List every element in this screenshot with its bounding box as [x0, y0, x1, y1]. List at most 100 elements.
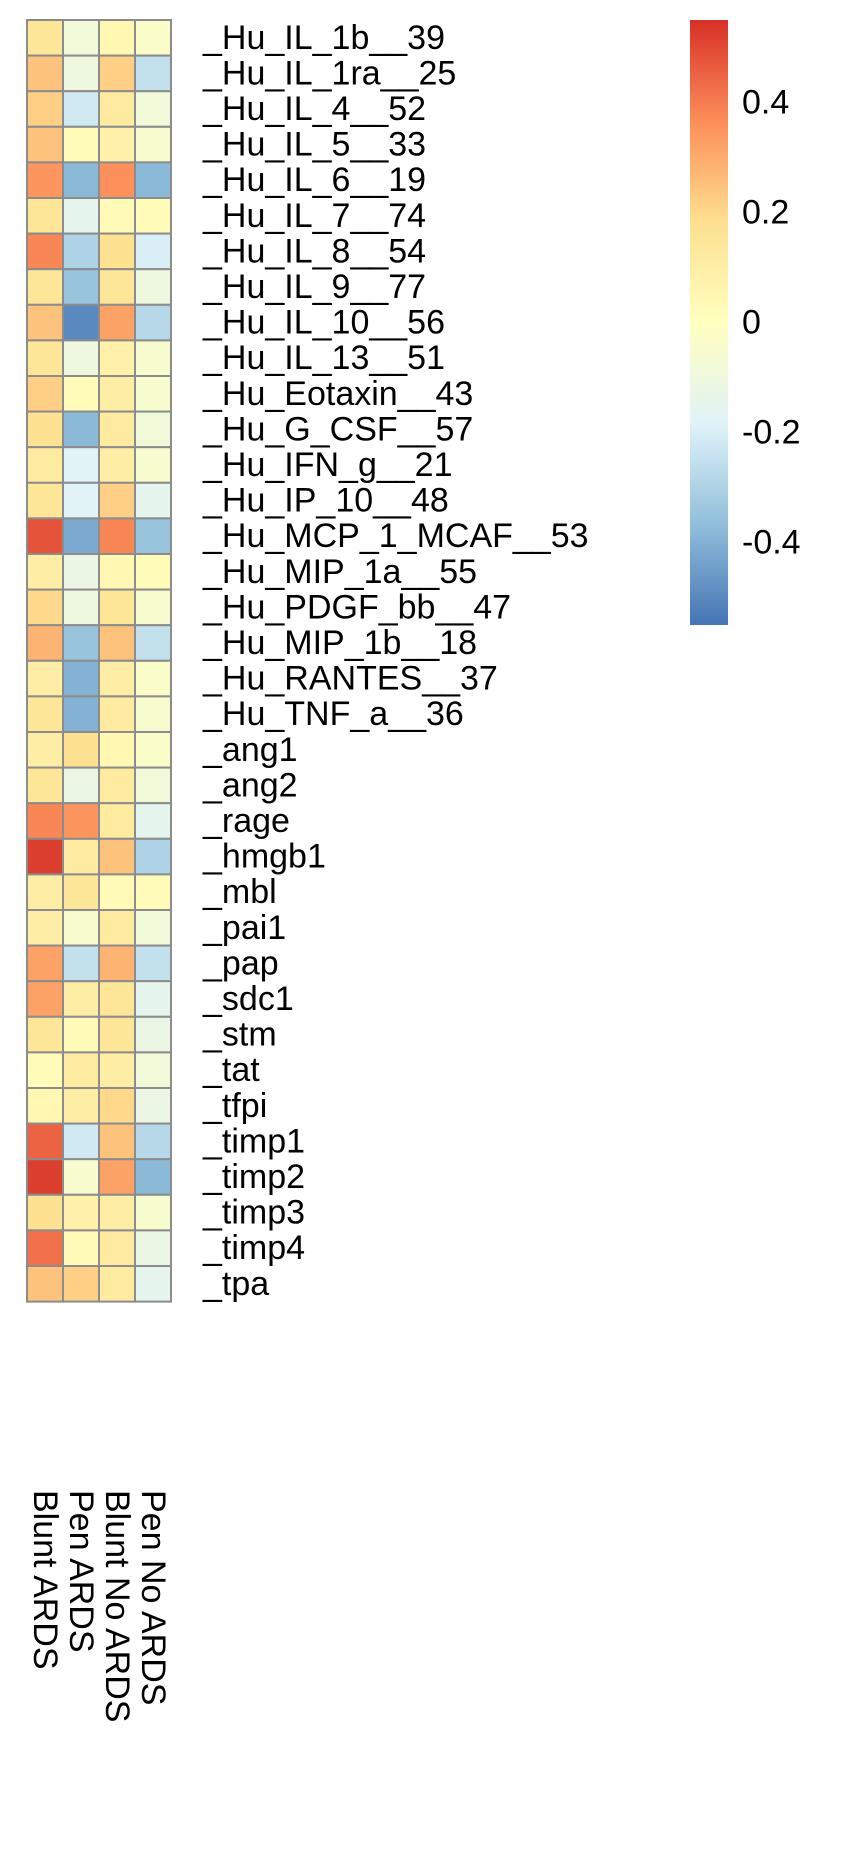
heatmap-cell	[62, 1122, 100, 1161]
row-label: _mbl	[202, 873, 277, 911]
heatmap-cell	[26, 802, 64, 840]
heatmap-cell	[26, 588, 64, 627]
heatmap-cell	[134, 659, 172, 698]
heatmap-cell	[134, 802, 172, 840]
heatmap-cell	[62, 1265, 100, 1303]
heatmap-cell	[26, 197, 64, 235]
heatmap-cell	[134, 125, 172, 164]
row-label: _tpa	[202, 1265, 269, 1303]
heatmap-cell	[98, 837, 136, 876]
heatmap-cell	[98, 19, 136, 57]
heatmap-cell	[26, 1265, 64, 1303]
heatmap-cell	[98, 1158, 136, 1196]
legend-tick-label: -0.2	[742, 414, 801, 452]
heatmap-cell	[26, 837, 64, 876]
heatmap-cell	[98, 232, 136, 271]
heatmap-cell	[62, 837, 100, 876]
row-label: _ang1	[202, 731, 298, 769]
heatmap-cell	[26, 766, 64, 805]
heatmap-cell	[98, 375, 136, 413]
heatmap-cell	[26, 375, 64, 413]
heatmap-cell	[134, 54, 172, 93]
heatmap-cell	[62, 125, 100, 164]
heatmap-cell	[62, 1193, 100, 1232]
heatmap-cell	[134, 410, 172, 449]
row-label: _Hu_IFN_g__21	[202, 446, 453, 484]
legend-tick-label: -0.4	[742, 524, 801, 562]
heatmap-cell	[134, 944, 172, 983]
heatmap-cells	[26, 19, 172, 1303]
heatmap-cell	[134, 19, 172, 57]
row-labels: _Hu_IL_1b__39_Hu_IL_1ra__25_Hu_IL_4__52_…	[202, 19, 589, 1303]
heatmap-cell	[98, 90, 136, 128]
row-label: _pap	[202, 944, 279, 982]
heatmap-cell	[98, 446, 136, 484]
heatmap-cell	[98, 161, 136, 199]
heatmap-cell	[26, 944, 64, 983]
heatmap-cell	[134, 161, 172, 199]
heatmap-cell	[26, 339, 64, 377]
heatmap-cell	[98, 695, 136, 734]
heatmap-cell	[62, 731, 100, 769]
heatmap-cell	[98, 1015, 136, 1054]
heatmap-cell	[134, 695, 172, 734]
heatmap-cell	[62, 1051, 100, 1090]
legend-tick-label: 0.2	[742, 194, 789, 232]
row-label: _Hu_MIP_1a__55	[202, 553, 477, 591]
heatmap-cell	[98, 303, 136, 342]
heatmap-cell	[98, 624, 136, 662]
heatmap-cell	[134, 446, 172, 484]
heatmap-cell	[134, 1087, 172, 1125]
heatmap-cell	[98, 588, 136, 627]
heatmap-cell	[62, 446, 100, 484]
heatmap-cell	[26, 125, 64, 164]
heatmap-cell	[134, 588, 172, 627]
row-label: _stm	[202, 1016, 277, 1054]
row-label: _Hu_Eotaxin__43	[202, 375, 473, 413]
row-label: _Hu_RANTES__37	[202, 660, 498, 698]
heatmap-cell	[62, 268, 100, 306]
heatmap-cell	[98, 659, 136, 698]
heatmap-cell	[62, 766, 100, 805]
row-label: _timp4	[202, 1229, 305, 1267]
heatmap-cell	[134, 1051, 172, 1090]
heatmap-cell	[98, 944, 136, 983]
row-label: _Hu_IP_10__48	[202, 482, 449, 520]
heatmap-cell	[26, 1158, 64, 1196]
row-label: _Hu_IL_8__54	[202, 232, 426, 270]
heatmap-cell	[26, 303, 64, 342]
legend-color-bar	[690, 20, 728, 625]
heatmap-cell	[134, 1193, 172, 1232]
heatmap-cell	[98, 553, 136, 591]
heatmap-cell	[134, 268, 172, 306]
heatmap-cell	[26, 1087, 64, 1125]
heatmap-cell	[98, 1193, 136, 1232]
heatmap-cell	[26, 517, 64, 556]
heatmap-cell	[26, 659, 64, 698]
heatmap-cell	[98, 1051, 136, 1090]
heatmap-cell	[134, 232, 172, 271]
heatmap-cell	[134, 303, 172, 342]
heatmap-cell	[98, 1087, 136, 1125]
heatmap-cell	[98, 268, 136, 306]
heatmap-cell	[134, 481, 172, 520]
heatmap-cell	[134, 1158, 172, 1196]
heatmap-cell	[62, 339, 100, 377]
heatmap-cell	[26, 1015, 64, 1054]
heatmap-cell	[98, 481, 136, 520]
heatmap-cell	[134, 731, 172, 769]
heatmap-cell	[62, 873, 100, 912]
heatmap-cell	[26, 410, 64, 449]
heatmap-cell	[134, 837, 172, 876]
heatmap-cell	[62, 553, 100, 591]
heatmap-cell	[134, 766, 172, 805]
row-label: _Hu_IL_6__19	[202, 161, 426, 199]
row-label: _Hu_IL_1b__39	[202, 19, 445, 57]
heatmap-cell	[26, 1193, 64, 1232]
heatmap-cell	[62, 303, 100, 342]
heatmap-cell	[26, 695, 64, 734]
row-label: _Hu_MCP_1_MCAF__53	[202, 517, 589, 555]
heatmap-cell	[26, 553, 64, 591]
legend-tick-label: 0.4	[742, 84, 789, 122]
heatmap-cell	[26, 624, 64, 662]
